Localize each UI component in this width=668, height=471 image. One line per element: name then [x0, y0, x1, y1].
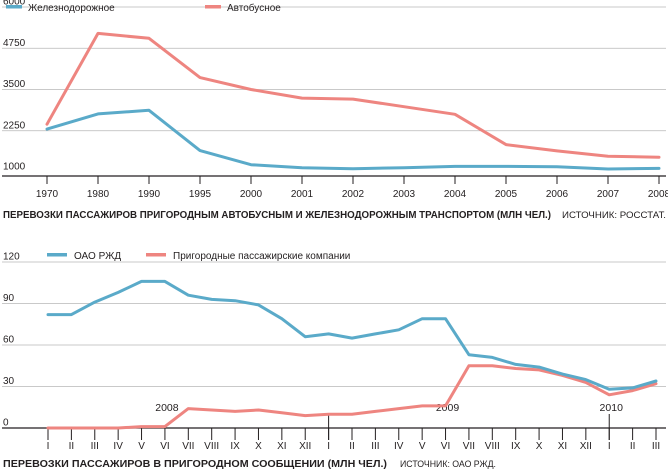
legend-label-railway: Железнодорожное	[28, 3, 115, 14]
chart-1-x-ticks: 1970 1980 1990 1995 2000 2001 2002 2003 2004 2005…	[36, 176, 668, 200]
chart-2-legend: ОАО РЖД Пригородные пассажирские компани…	[47, 251, 350, 262]
legend-swatch-rzd	[47, 253, 67, 257]
chart-1-title: ПЕРЕВОЗКИ ПАССАЖИРОВ ПРИГОРОДНЫМ АВТОБУС…	[3, 209, 551, 221]
chart-1-series-line	[45, 31, 661, 159]
chart-1-grid	[2, 6, 666, 132]
chart-2-x-ticks: I II III IV V VI VII VIII IX X XI XII I II III IV V VI VII…	[47, 414, 660, 452]
legend-swatch-railway	[6, 5, 22, 9]
chart-2-x-tick-label: XII	[580, 441, 592, 452]
legend-label-rzd: ОАО РЖД	[74, 251, 121, 262]
chart-1-x-tick-label: 2004	[444, 189, 467, 200]
chart-1-x-tick-label: 2007	[597, 189, 620, 200]
chart-2-year-label: 2010	[600, 402, 624, 414]
chart-1-x-tick-label: 1970	[36, 189, 59, 200]
chart-2-y-ticks: 0 30 60 90 120	[3, 252, 20, 429]
chart-2-x-tick-label: II	[630, 441, 636, 452]
legend-swatch-bus	[205, 5, 221, 9]
chart-2-x-tick-label: II	[69, 441, 75, 452]
chart-1-series-line	[45, 108, 661, 171]
chart-2-y-tick-label: 90	[3, 293, 15, 304]
chart-2-y-tick-label: 0	[3, 418, 9, 429]
chart-1-y-ticks: 1000 2250 3500 4750 6000	[3, 0, 26, 173]
chart-2-x-tick-label: IV	[113, 441, 123, 452]
chart-1-series	[45, 31, 661, 171]
chart-2-x-tick-label: III	[371, 441, 379, 452]
chart-1-y-tick-label: 2250	[3, 120, 26, 131]
chart-2-y-tick-label: 60	[3, 335, 15, 346]
chart-1-x-tick-label: 2005	[495, 189, 518, 200]
chart-1: 1000 2250 3500 4750 6000 1970 1980 1990 1995 200…	[2, 0, 668, 221]
chart-2-y-tick-label: 30	[3, 376, 15, 387]
chart-2-x-tick-label: IV	[394, 441, 404, 452]
chart-2-series-line	[46, 364, 658, 430]
chart-1-x-tick-label: 2003	[393, 189, 416, 200]
chart-2-x-tick-label: VIII	[204, 441, 219, 452]
chart-2-x-tick-label: IX	[511, 441, 521, 452]
chart-1-source: ИСТОЧНИК: РОССТАТ.	[562, 210, 666, 220]
chart-2-x-tick-label: V	[138, 441, 145, 452]
chart-2-year-label: 2008	[155, 402, 179, 414]
chart-1-y-tick-label: 1000	[3, 162, 26, 173]
chart-2-x-tick-label: VI	[441, 441, 450, 452]
legend-label-bus: Автобусное	[227, 2, 281, 14]
chart-1-y-tick-label: 4750	[3, 38, 26, 49]
legend-swatch-suburban-companies	[146, 253, 166, 257]
chart-1-x-tick-label: 2002	[342, 189, 365, 200]
chart-2-source: ИСТОЧНИК: ОАО РЖД.	[400, 459, 496, 469]
chart-2-x-tick-label: V	[419, 441, 426, 452]
chart-1-x-tick-label: 1990	[138, 189, 161, 200]
chart-1-legend: Железнодорожное Автобусное	[6, 2, 281, 14]
chart-2-x-tick-label: XI	[277, 441, 286, 452]
chart-2-x-tick-label: I	[327, 441, 330, 452]
legend-label-suburban-companies: Пригородные пассажирские компании	[173, 251, 350, 262]
chart-2-x-tick-label: XI	[558, 441, 567, 452]
chart-2-x-tick-label: VII	[182, 441, 194, 452]
chart-2-x-tick-label: III	[91, 441, 99, 452]
chart-2-series	[46, 279, 658, 430]
chart-2-title: ПЕРЕВОЗКИ ПАССАЖИРОВ В ПРИГОРОДНОМ СООБЩ…	[3, 458, 387, 470]
chart-1-x-tick-label: 2000	[240, 189, 263, 200]
chart-2-x-tick-label: VIII	[485, 441, 500, 452]
chart-2-y-tick-label: 120	[3, 252, 20, 263]
chart-2-x-tick-label: I	[47, 441, 50, 452]
chart-1-x-tick-label: 1995	[189, 189, 212, 200]
chart-2-x-tick-label: IX	[230, 441, 240, 452]
chart-2-x-tick-label: XII	[299, 441, 311, 452]
chart-2-x-tick-label: X	[536, 441, 543, 452]
chart-2-x-tick-label: VII	[463, 441, 475, 452]
chart-2-series-line	[46, 279, 658, 391]
chart-1-y-tick-label: 6000	[3, 0, 26, 8]
chart-2-x-tick-label: I	[608, 441, 611, 452]
chart-2-x-tick-label: II	[349, 441, 355, 452]
chart-2-x-tick-label: VI	[160, 441, 169, 452]
chart-2-x-tick-label: X	[255, 441, 262, 452]
chart-2-x-tick-label: III	[652, 441, 660, 452]
chart-1-x-tick-label: 1980	[87, 189, 110, 200]
chart-1-x-tick-label: 2006	[546, 189, 569, 200]
chart-1-x-tick-label: 2001	[291, 189, 314, 200]
chart-2-grid	[2, 261, 666, 387]
chart-1-y-tick-label: 3500	[3, 79, 26, 90]
chart-1-x-tick-label: 2008	[648, 189, 668, 200]
